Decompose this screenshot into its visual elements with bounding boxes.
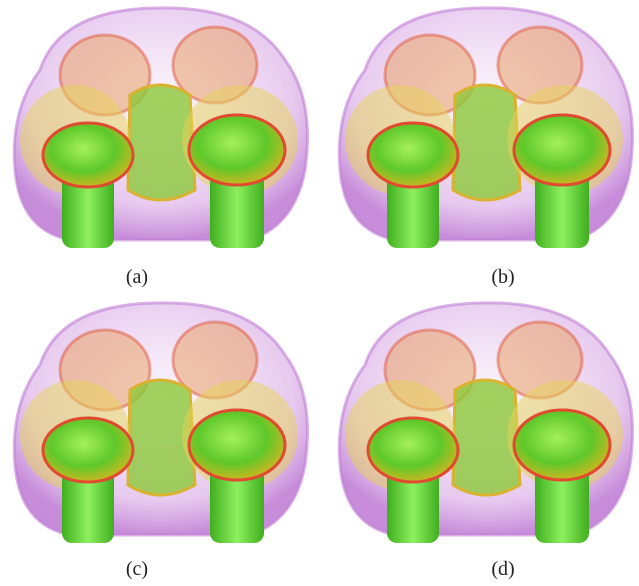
figure: (a) (b) (c) (d) — [0, 0, 639, 586]
caption: (c) — [0, 558, 294, 581]
render-image — [0, 0, 314, 262]
render-image — [325, 0, 639, 262]
caption: (d) — [346, 558, 639, 581]
render-image — [325, 295, 639, 557]
caption: (b) — [346, 266, 639, 289]
render-image — [0, 295, 314, 557]
caption: (a) — [0, 266, 294, 289]
